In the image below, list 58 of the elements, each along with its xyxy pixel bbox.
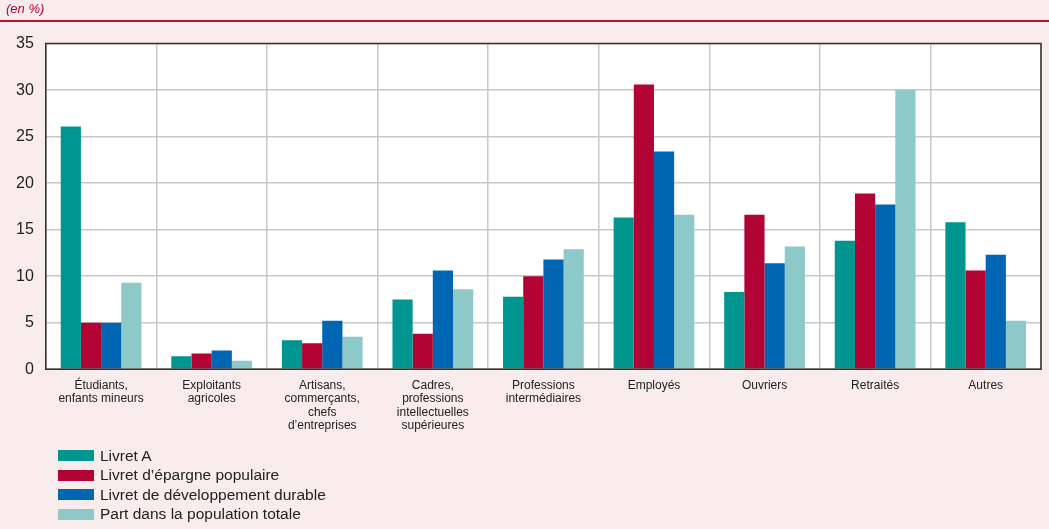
bar: [121, 282, 142, 369]
bar: [633, 84, 654, 369]
bar: [895, 90, 916, 369]
bar: [191, 353, 212, 369]
y-tick-label: 30: [16, 80, 34, 98]
legend-label: Livret A: [100, 446, 152, 465]
bar: [80, 322, 102, 369]
bar: [563, 249, 584, 369]
bar: [1005, 320, 1027, 369]
bar: [322, 320, 343, 369]
bar: [985, 254, 1006, 369]
bar: [764, 263, 785, 369]
bar: [834, 240, 855, 369]
bar: [101, 322, 122, 369]
x-tick-label: Retraités: [851, 378, 900, 393]
bar: [503, 296, 524, 369]
bar: [171, 356, 192, 369]
y-tick-label: 25: [16, 127, 34, 145]
x-tick-label: Employés: [627, 378, 681, 393]
y-tick-label: 35: [16, 34, 34, 52]
bar: [543, 259, 564, 369]
y-tick-label: 15: [16, 220, 34, 238]
bar: [211, 350, 232, 369]
x-tick-label: Étudiants, enfants mineurs: [58, 377, 144, 406]
bar: [392, 299, 413, 369]
x-tick-label: Cadres, professions intellectuelles supérieures: [396, 378, 469, 432]
x-tick-label: Professions intermédiaires: [505, 378, 582, 406]
bar: [945, 222, 966, 369]
bar: [653, 151, 675, 369]
y-tick-label: 0: [24, 359, 34, 377]
bar: [432, 270, 453, 369]
bar: [674, 214, 695, 369]
bar: [453, 289, 474, 369]
y-tick-label: 20: [16, 173, 34, 191]
bar: [724, 291, 745, 369]
y-axis-title: (en %): [6, 1, 45, 16]
legend-label: Part dans la population totale: [100, 505, 301, 524]
bar: [281, 340, 303, 369]
bar: [784, 246, 805, 369]
y-tick-label: 10: [16, 266, 34, 284]
bar: [60, 126, 81, 369]
x-tick-label: Autres: [968, 378, 1004, 393]
legend-label: Livret de développement durable: [100, 485, 326, 504]
bar: [412, 333, 433, 369]
x-tick-label: Artisans, commerçants, chefs d’entreprises: [284, 378, 360, 432]
x-tick-label: Ouvriers: [741, 378, 788, 393]
bar: [342, 336, 363, 369]
x-tick-label: Exploitants agricoles: [182, 378, 242, 406]
y-tick-label: 5: [24, 313, 34, 331]
legend-label: Livret d’épargne populaire: [100, 466, 280, 485]
bar: [875, 204, 896, 369]
bar: [613, 217, 634, 369]
bar: [302, 343, 323, 369]
bar: [231, 360, 253, 369]
bar: [744, 214, 765, 369]
bar: [523, 276, 544, 369]
bar: [854, 193, 876, 369]
bar: [965, 270, 986, 369]
